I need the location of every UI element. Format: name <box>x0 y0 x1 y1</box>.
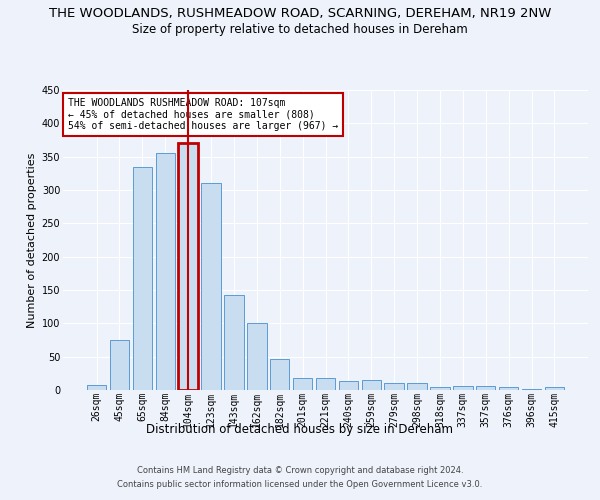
Text: THE WOODLANDS, RUSHMEADOW ROAD, SCARNING, DEREHAM, NR19 2NW: THE WOODLANDS, RUSHMEADOW ROAD, SCARNING… <box>49 8 551 20</box>
Bar <box>338 382 358 390</box>
Bar <box>155 154 175 390</box>
Bar <box>293 378 313 390</box>
Text: Contains HM Land Registry data © Crown copyright and database right 2024.: Contains HM Land Registry data © Crown c… <box>137 466 463 475</box>
Bar <box>87 386 106 390</box>
Bar <box>476 386 496 390</box>
Bar <box>407 384 427 390</box>
Bar <box>385 384 404 390</box>
Bar <box>270 360 289 390</box>
Bar <box>247 324 266 390</box>
Bar <box>202 184 221 390</box>
Bar <box>545 388 564 390</box>
Text: Distribution of detached houses by size in Dereham: Distribution of detached houses by size … <box>146 422 454 436</box>
Text: Contains public sector information licensed under the Open Government Licence v3: Contains public sector information licen… <box>118 480 482 489</box>
Y-axis label: Number of detached properties: Number of detached properties <box>28 152 37 328</box>
Bar <box>499 388 518 390</box>
Bar <box>316 378 335 390</box>
Text: Size of property relative to detached houses in Dereham: Size of property relative to detached ho… <box>132 22 468 36</box>
Bar <box>362 380 381 390</box>
Text: THE WOODLANDS RUSHMEADOW ROAD: 107sqm
← 45% of detached houses are smaller (808): THE WOODLANDS RUSHMEADOW ROAD: 107sqm ← … <box>68 98 338 130</box>
Bar <box>110 340 129 390</box>
Bar <box>178 144 198 390</box>
Bar <box>133 166 152 390</box>
Bar <box>430 388 449 390</box>
Bar <box>224 294 244 390</box>
Bar <box>453 386 473 390</box>
